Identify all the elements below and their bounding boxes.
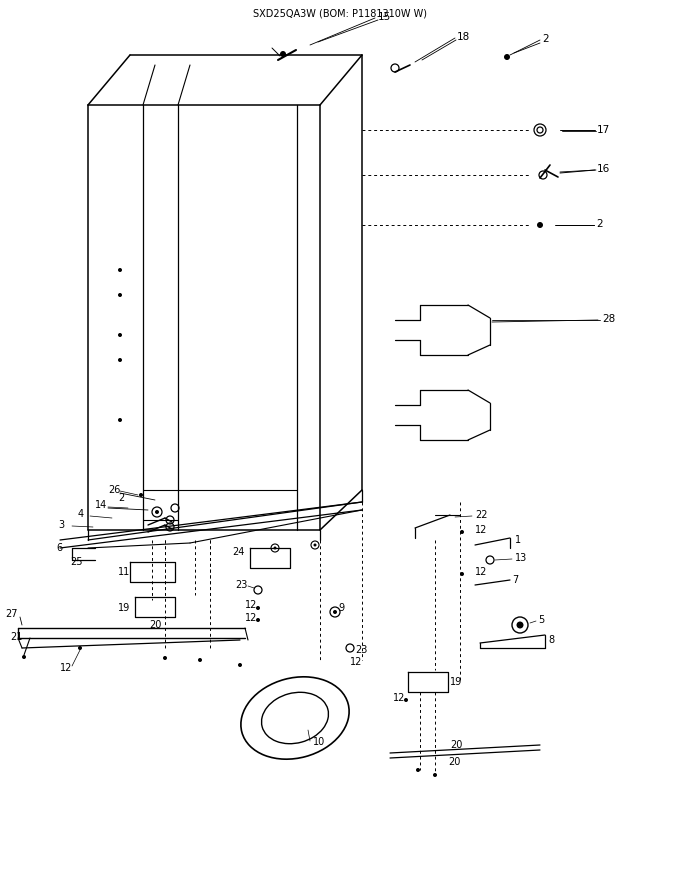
Text: 12: 12 — [350, 657, 362, 667]
Text: 2: 2 — [542, 34, 549, 44]
Circle shape — [517, 622, 524, 629]
Text: 4: 4 — [78, 509, 84, 519]
Text: 12: 12 — [245, 613, 257, 623]
Circle shape — [22, 655, 26, 659]
Text: 11: 11 — [118, 567, 130, 577]
Circle shape — [504, 54, 510, 60]
Circle shape — [460, 572, 464, 576]
Circle shape — [256, 606, 260, 610]
Text: 12: 12 — [475, 567, 488, 577]
Circle shape — [118, 268, 122, 272]
Text: 6: 6 — [56, 543, 62, 553]
Text: 23: 23 — [355, 645, 367, 655]
Text: 8: 8 — [548, 635, 554, 645]
Circle shape — [313, 543, 316, 546]
Circle shape — [238, 663, 242, 667]
Circle shape — [460, 530, 464, 534]
Text: 28: 28 — [602, 314, 615, 324]
Text: 3: 3 — [58, 520, 64, 530]
Text: 19: 19 — [118, 603, 130, 613]
Text: 10: 10 — [313, 737, 325, 747]
Circle shape — [155, 510, 159, 514]
Text: 14: 14 — [95, 500, 107, 510]
Text: 5: 5 — [538, 615, 544, 625]
Circle shape — [280, 51, 286, 57]
Text: 27: 27 — [5, 609, 18, 619]
Text: 26: 26 — [108, 485, 120, 495]
Text: SXD25QA3W (BOM: P1181310W W): SXD25QA3W (BOM: P1181310W W) — [253, 8, 427, 18]
Circle shape — [416, 768, 420, 772]
Circle shape — [163, 656, 167, 660]
Circle shape — [139, 493, 143, 497]
Circle shape — [333, 610, 337, 614]
Circle shape — [537, 222, 543, 228]
Text: 12: 12 — [245, 600, 257, 610]
Text: 2: 2 — [596, 219, 602, 229]
Text: 1: 1 — [515, 535, 521, 545]
Text: 17: 17 — [597, 125, 610, 135]
Text: 16: 16 — [597, 164, 610, 174]
Text: 25: 25 — [70, 557, 82, 567]
Text: 15: 15 — [378, 12, 391, 22]
Circle shape — [273, 546, 277, 550]
Circle shape — [433, 773, 437, 777]
Text: 23: 23 — [236, 580, 248, 590]
Circle shape — [118, 293, 122, 297]
Text: 19: 19 — [450, 677, 462, 687]
Text: 12: 12 — [60, 663, 72, 673]
Text: 2: 2 — [118, 493, 124, 503]
Text: 22: 22 — [475, 510, 488, 520]
Circle shape — [118, 418, 122, 422]
Circle shape — [118, 358, 122, 362]
Text: 20: 20 — [149, 620, 161, 630]
Text: 9: 9 — [338, 603, 344, 613]
Text: 21: 21 — [10, 632, 22, 642]
Text: 18: 18 — [457, 32, 471, 42]
Circle shape — [256, 618, 260, 622]
Text: 20: 20 — [450, 740, 462, 750]
Text: 24: 24 — [233, 547, 245, 557]
Text: 12: 12 — [475, 525, 488, 535]
Text: 12: 12 — [393, 693, 405, 703]
Circle shape — [118, 333, 122, 337]
Text: 20: 20 — [448, 757, 460, 767]
Circle shape — [78, 646, 82, 650]
Text: 13: 13 — [515, 553, 527, 563]
Circle shape — [198, 658, 202, 662]
Circle shape — [404, 698, 408, 702]
Text: 7: 7 — [512, 575, 518, 585]
